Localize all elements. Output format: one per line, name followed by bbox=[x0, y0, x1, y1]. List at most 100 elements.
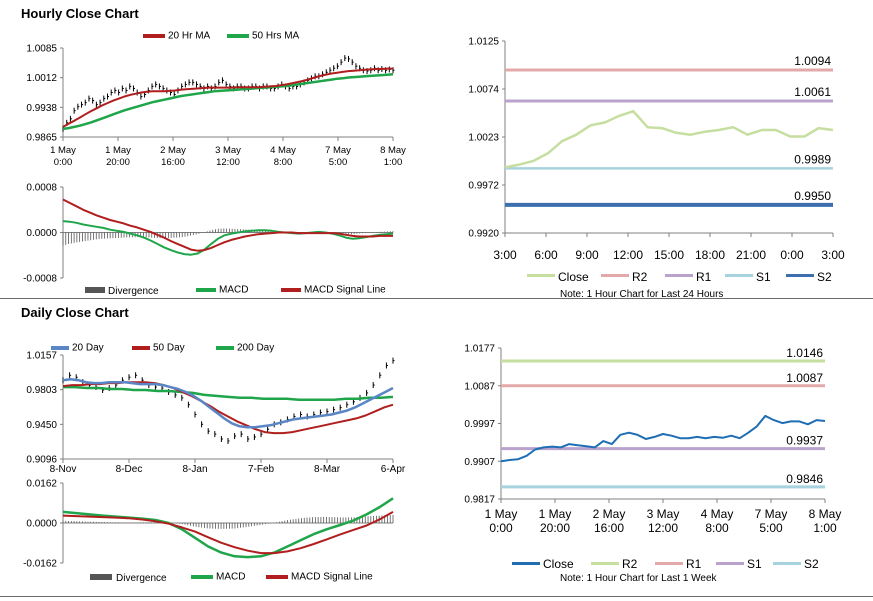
hourly-macd-signal-line bbox=[62, 198, 393, 252]
daily-legend-signal-label: MACD Signal Line bbox=[291, 572, 373, 583]
hourly-levels-note: Note: 1 Hour Chart for Last 24 Hours bbox=[560, 289, 724, 300]
hourly-levels-x-tick-label: 6:00 bbox=[534, 248, 558, 262]
daily-legend-divergence-label: Divergence bbox=[116, 573, 167, 584]
daily-levels-x-tick-label: 0:00 bbox=[489, 521, 513, 535]
hourly-levels-legend-swatch-r2 bbox=[601, 274, 629, 277]
hourly-levels-x-tick-label: 12:00 bbox=[613, 248, 643, 262]
hourly-levels-y-tick-label: 1.0074 bbox=[468, 85, 499, 96]
hourly-price-x-tick-label: 8:00 bbox=[274, 157, 293, 168]
hourly-levels-x-tick-label: 18:00 bbox=[695, 248, 725, 262]
daily-levels-x-tick-label: 8:00 bbox=[705, 521, 729, 535]
hourly-level-r2-label: 1.0094 bbox=[794, 54, 831, 68]
hourly-price-y-tick-label: 1.0012 bbox=[26, 73, 57, 84]
daily-levels-legend-swatch-s1 bbox=[716, 562, 744, 565]
daily-legend-50day-swatch bbox=[132, 346, 150, 350]
daily-levels-x-tick-label: 16:00 bbox=[594, 521, 624, 535]
hourly-price-x-tick-label: 0:00 bbox=[54, 157, 73, 168]
daily-price-y-tick-label: 0.9803 bbox=[26, 385, 57, 396]
hourly-legend-50hr-label: 50 Hrs MA bbox=[252, 31, 300, 42]
hourly-levels-y-tick-label: 1.0125 bbox=[468, 37, 499, 48]
daily-levels-close-line bbox=[500, 414, 826, 463]
daily-levels-x-tick-label: 5:00 bbox=[759, 521, 783, 535]
hourly-price-x-tick-label: 1 May bbox=[105, 145, 131, 156]
hourly-price-x-tick-label: 20:00 bbox=[106, 157, 130, 168]
daily-levels-y-tick-label: 0.9817 bbox=[464, 495, 495, 506]
daily-macd-signal-line bbox=[62, 511, 394, 555]
daily-legend-divergence-swatch bbox=[90, 574, 112, 580]
daily-levels-x-tick-label: 8 May bbox=[809, 507, 842, 521]
daily-levels-y-tick-label: 0.9997 bbox=[464, 419, 495, 430]
daily-levels-note: Note: 1 Hour Chart for Last 1 Week bbox=[560, 573, 717, 584]
hourly-price-x-tick-label: 1 May bbox=[50, 145, 76, 156]
hourly-legend-divergence-label: Divergence bbox=[108, 286, 159, 297]
bottom-divider bbox=[0, 596, 873, 597]
hourly-price-y-tick-label: 1.0085 bbox=[26, 44, 57, 55]
daily-price-y-tick-label: 0.9096 bbox=[26, 455, 57, 466]
daily-price-x-tick-label: 8-Mar bbox=[314, 464, 341, 475]
hourly-price-y-tick-label: 0.9865 bbox=[26, 133, 57, 144]
daily-level-r1-label: 1.0087 bbox=[786, 371, 823, 385]
hourly-macd-line bbox=[62, 220, 394, 256]
daily-levels-legend-label-r2: R2 bbox=[622, 557, 638, 571]
hourly-price-x-tick-label: 2 May bbox=[160, 145, 186, 156]
hourly-level-s2-label: 0.9950 bbox=[794, 189, 831, 203]
hourly-levels-legend-label-r1: R1 bbox=[696, 270, 712, 284]
daily-levels-y-tick-label: 1.0177 bbox=[464, 344, 495, 355]
daily-price-x-tick-label: 7-Feb bbox=[248, 464, 275, 475]
daily-price-x-tick-label: 8-Jan bbox=[182, 464, 207, 475]
daily-200day-line bbox=[63, 385, 394, 402]
hourly-legend-macd-label: MACD bbox=[219, 285, 248, 296]
daily-levels-x-tick-label: 2 May bbox=[593, 507, 626, 521]
hourly-levels-x-tick-label: 9:00 bbox=[575, 248, 599, 262]
hourly-price-x-tick-label: 8 May bbox=[380, 145, 406, 156]
hourly-levels-legend-swatch-r1 bbox=[665, 274, 693, 277]
hourly-legend-20hr-label: 20 Hr MA bbox=[168, 31, 211, 42]
daily-level-r2-label: 1.0146 bbox=[786, 346, 823, 360]
hourly-price-x-tick-label: 4 May bbox=[270, 145, 296, 156]
daily-levels-legend-swatch-r2 bbox=[591, 562, 619, 565]
hourly-legend-divergence-swatch bbox=[85, 287, 105, 293]
hourly-levels-legend-swatch-close bbox=[527, 274, 555, 277]
hourly-price-x-tick-label: 7 May bbox=[325, 145, 351, 156]
hourly-macd-y-tick-label: -0.0008 bbox=[23, 274, 57, 285]
daily-levels-x-tick-label: 12:00 bbox=[648, 521, 678, 535]
hourly-50hr-ma-line bbox=[62, 73, 394, 131]
daily-legend-200day-label: 200 Day bbox=[237, 343, 274, 354]
hourly-levels-legend-label-s2: S2 bbox=[817, 270, 832, 284]
daily-levels-x-tick-label: 1:00 bbox=[813, 521, 837, 535]
daily-levels-x-tick-label: 4 May bbox=[701, 507, 734, 521]
daily-levels-legend-swatch-s2 bbox=[773, 562, 801, 565]
hourly-levels-x-tick-label: 3:00 bbox=[493, 248, 517, 262]
daily-levels-x-tick-label: 1 May bbox=[539, 507, 572, 521]
hourly-legend-macd-swatch bbox=[196, 288, 216, 292]
daily-legend-50day-label: 50 Day bbox=[153, 343, 185, 354]
hourly-legend-signal-label: MACD Signal Line bbox=[304, 285, 386, 296]
hourly-levels-legend-label-close: Close bbox=[558, 270, 589, 284]
daily-legend-macd-label: MACD bbox=[216, 572, 245, 583]
daily-price-y-tick-label: 0.9450 bbox=[26, 420, 57, 431]
hourly-price-x-tick-label: 1:00 bbox=[384, 157, 403, 168]
hourly-legend-20hr-swatch bbox=[143, 34, 165, 38]
daily-macd-line bbox=[62, 497, 394, 559]
daily-price-x-tick-label: 8-Nov bbox=[50, 464, 77, 475]
daily-legend-20day-swatch bbox=[51, 346, 69, 350]
daily-legend-200day-swatch bbox=[216, 346, 234, 350]
hourly-macd-y-tick-label: 0.0008 bbox=[26, 183, 57, 194]
daily-level-s2-label: 0.9846 bbox=[786, 472, 823, 486]
daily-macd-y-tick-label: 0.0162 bbox=[26, 479, 57, 490]
hourly-levels-legend-swatch-s1 bbox=[725, 274, 753, 277]
daily-price-y-tick-label: 1.0157 bbox=[26, 351, 57, 362]
daily-levels-y-tick-label: 0.9907 bbox=[464, 457, 495, 468]
daily-price-x-tick-label: 6-Apr bbox=[381, 464, 406, 475]
daily-levels-legend-label-close: Close bbox=[543, 557, 574, 571]
daily-section-title: Daily Close Chart bbox=[21, 305, 129, 320]
daily-price-x-tick-label: 8-Dec bbox=[116, 464, 143, 475]
daily-legend-macd-swatch bbox=[191, 575, 213, 579]
daily-levels-x-tick-label: 7 May bbox=[755, 507, 788, 521]
hourly-price-x-tick-label: 16:00 bbox=[161, 157, 185, 168]
daily-levels-y-tick-label: 1.0087 bbox=[464, 381, 495, 392]
hourly-levels-close-line bbox=[504, 109, 834, 169]
hourly-levels-y-tick-label: 1.0023 bbox=[468, 133, 499, 144]
daily-levels-legend-swatch-r1 bbox=[655, 562, 683, 565]
